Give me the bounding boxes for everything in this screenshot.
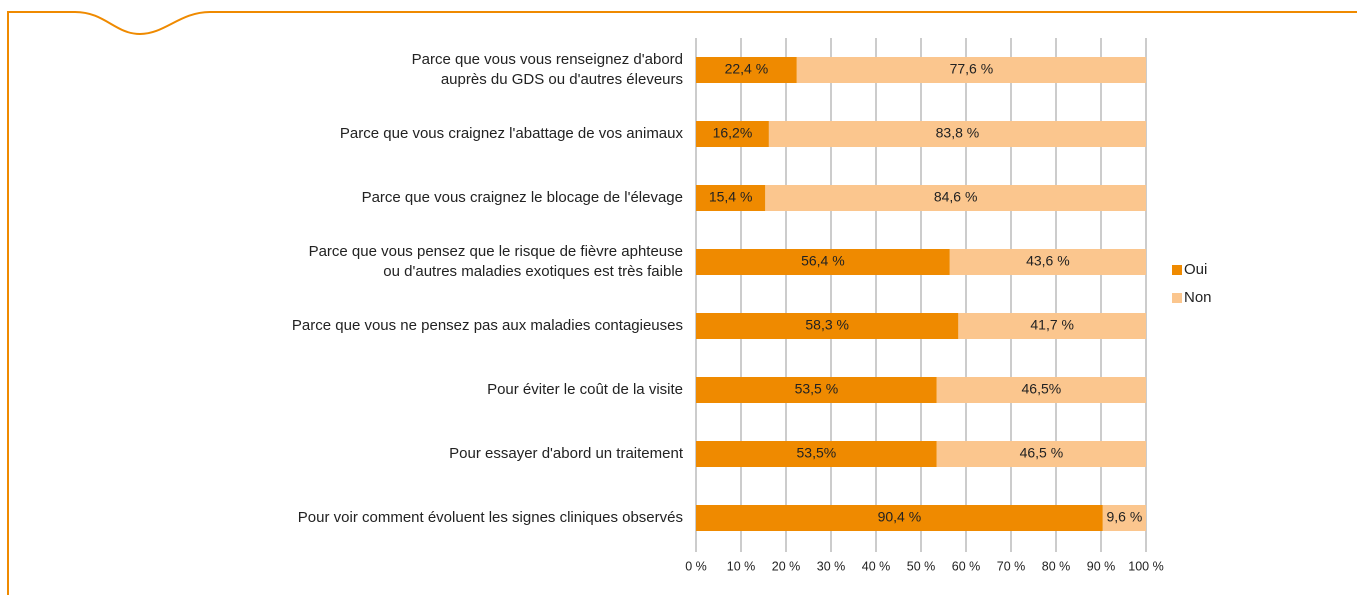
bar-segment — [696, 121, 769, 147]
value-label: 9,6 % — [1106, 509, 1142, 525]
value-label: 46,5 % — [1020, 445, 1064, 461]
category-label: Pour essayer d'abord un traitement — [449, 445, 683, 462]
value-label: 41,7 % — [1030, 317, 1074, 333]
value-label: 16,2% — [713, 125, 753, 141]
bar-segment — [696, 313, 959, 339]
bar-segment — [936, 377, 1146, 403]
category-label: Parce que vous craignez l'abattage de vo… — [339, 125, 683, 142]
category-label: Pour éviter le coût de la visite — [487, 381, 683, 398]
bar-segment — [1102, 505, 1146, 531]
bar-segment — [958, 313, 1146, 339]
bar-segment — [796, 57, 1146, 83]
category-label: Parce que vous vous renseignez d'abord a… — [411, 51, 683, 88]
value-label: 84,6 % — [934, 189, 978, 205]
x-tick-label: 100 % — [1128, 559, 1163, 573]
bar-segment — [696, 377, 937, 403]
value-label: 15,4 % — [709, 189, 753, 205]
bar-segment — [768, 121, 1146, 147]
legend-swatch — [1172, 265, 1182, 275]
x-tick-label: 40 % — [862, 559, 891, 573]
bar-segment — [696, 185, 766, 211]
x-tick-label: 70 % — [997, 559, 1026, 573]
category-label: Parce que vous pensez que le risque de f… — [308, 243, 683, 280]
x-tick-label: 30 % — [817, 559, 846, 573]
x-tick-label: 90 % — [1087, 559, 1116, 573]
legend-label: Non — [1184, 289, 1212, 306]
bar-segment — [696, 249, 950, 275]
bar-segment — [765, 185, 1146, 211]
category-label: Pour voir comment évoluent les signes cl… — [297, 509, 683, 526]
value-label: 83,8 % — [936, 125, 980, 141]
bar-segment — [696, 441, 937, 467]
x-tick-label: 10 % — [727, 559, 756, 573]
value-label: 77,6 % — [950, 61, 994, 77]
bar-segment — [696, 505, 1103, 531]
frame — [7, 11, 1357, 595]
value-label: 22,4 % — [725, 61, 769, 77]
category-label: Parce que vous craignez le blocage de l'… — [361, 189, 683, 206]
value-label: 46,5% — [1022, 381, 1062, 397]
value-label: 53,5% — [797, 445, 837, 461]
x-tick-label: 60 % — [952, 559, 981, 573]
bar-segment — [949, 249, 1146, 275]
value-label: 90,4 % — [878, 509, 922, 525]
bar-segment — [696, 57, 797, 83]
category-label: Parce que vous ne pensez pas aux maladie… — [291, 317, 683, 334]
legend-swatch — [1172, 293, 1182, 303]
bar-segment — [936, 441, 1146, 467]
value-label: 58,3 % — [805, 317, 849, 333]
value-label: 43,6 % — [1026, 253, 1070, 269]
x-tick-label: 50 % — [907, 559, 936, 573]
value-label: 56,4 % — [801, 253, 845, 269]
value-label: 53,5 % — [795, 381, 839, 397]
x-tick-label: 0 % — [685, 559, 707, 573]
legend-label: Oui — [1184, 261, 1207, 278]
x-tick-label: 20 % — [772, 559, 801, 573]
x-tick-label: 80 % — [1042, 559, 1071, 573]
